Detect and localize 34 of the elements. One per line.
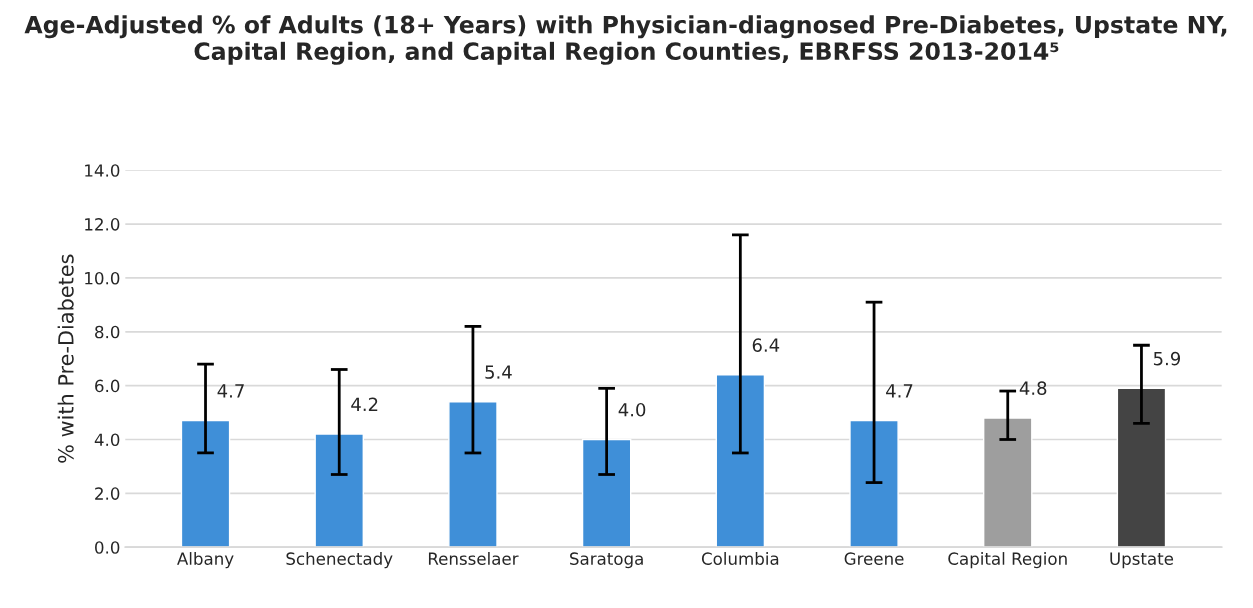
data-label: 5.4 [485, 365, 512, 379]
data-label: 6.4 [752, 338, 780, 352]
data-label: 4.8 [1019, 381, 1047, 396]
y-tick-label: 14.0 [85, 164, 120, 177]
x-tick-label: Greene [844, 552, 904, 565]
data-label: 4.7 [217, 384, 244, 398]
x-tick-label: Schenectady [286, 552, 393, 569]
data-label: 4.0 [618, 402, 646, 417]
y-tick-label: 10.0 [85, 271, 120, 285]
y-tick-label: 12.0 [85, 218, 120, 231]
bar [581, 438, 632, 548]
bar [180, 419, 231, 548]
bar [849, 419, 899, 548]
chart-title: Age-Adjusted % of Adults (18+ Years) with Physician-diagnosed Pre-Diabetes, Upstate NY, Capital Region, and Capital Region Counties, EBRFSS 2013-2014⁵ [24, 15, 1227, 65]
bar [314, 433, 364, 548]
x-tick-label: Capital Region [948, 552, 1067, 569]
bar [1116, 387, 1167, 548]
x-tick-label: Columbia [701, 552, 779, 565]
x-tick-label: Saratoga [570, 552, 643, 569]
x-tick-label: Rensselaer [428, 552, 519, 565]
y-axis-title: % with Pre-Diabetes [57, 254, 74, 463]
y-tick-label: 6.0 [95, 379, 120, 393]
bar [448, 401, 498, 548]
data-label: 4.2 [351, 397, 378, 411]
bar [982, 417, 1033, 548]
x-tick-label: Albany [177, 552, 234, 569]
y-tick-label: 8.0 [95, 325, 120, 339]
y-tick-label: 2.0 [95, 487, 120, 500]
data-label: 5.9 [1153, 351, 1181, 366]
y-tick-label: 0.0 [95, 541, 120, 554]
bar [715, 374, 766, 548]
x-tick-label: Upstate [1110, 552, 1174, 569]
y-tick-label: 4.0 [94, 433, 120, 447]
data-label: 4.7 [886, 384, 913, 398]
